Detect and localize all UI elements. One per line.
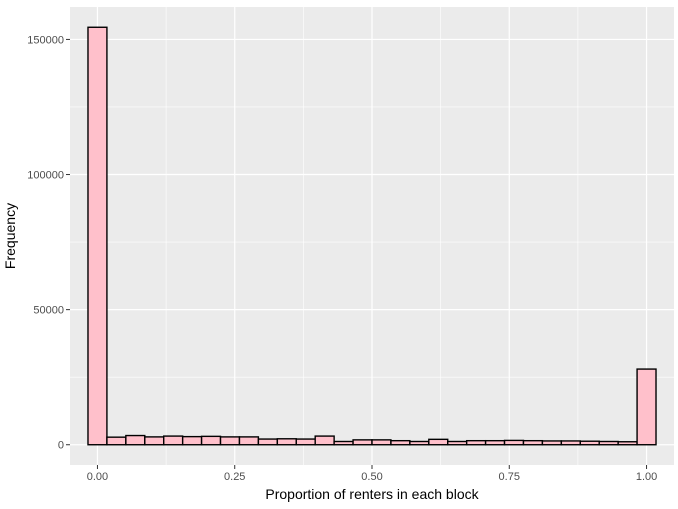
histogram-bar xyxy=(238,436,260,446)
histogram-bar xyxy=(579,440,600,446)
histogram-bar xyxy=(181,435,203,446)
histogram-bar xyxy=(636,368,657,446)
histogram-bar xyxy=(522,439,544,446)
histogram-bar xyxy=(144,436,165,446)
histogram-bar xyxy=(560,440,581,446)
histogram-bar xyxy=(125,434,146,446)
x-axis-title: Proportion of renters in each block xyxy=(265,486,479,502)
histogram-bar xyxy=(257,438,279,446)
histogram-bar xyxy=(200,435,222,446)
y-axis-title: Frequency xyxy=(2,203,18,269)
histogram-bar xyxy=(219,436,241,446)
x-tick-label: 0.25 xyxy=(224,471,245,483)
histogram-bar xyxy=(409,440,430,446)
x-tick-label: 0.50 xyxy=(361,471,382,483)
histogram-bar xyxy=(106,436,127,446)
histogram-bar xyxy=(465,439,487,446)
y-tick-label: 0 xyxy=(58,440,64,452)
bars xyxy=(87,26,657,446)
histogram-bar xyxy=(390,439,411,446)
histogram-bar xyxy=(503,439,525,446)
histogram-bar xyxy=(428,438,449,446)
y-tick-label: 100000 xyxy=(27,170,64,182)
histogram-bar xyxy=(333,440,354,446)
histogram-bar xyxy=(314,435,335,446)
histogram-bar xyxy=(371,439,392,446)
histogram-bar xyxy=(484,439,506,446)
histogram-bar xyxy=(163,435,184,446)
histogram-bar xyxy=(617,441,638,446)
histogram-bar xyxy=(447,440,468,446)
histogram-bar xyxy=(541,440,563,446)
x-axis: 0.00 0.25 0.50 0.75 1.00 xyxy=(87,465,657,483)
y-tick-label: 50000 xyxy=(33,305,64,317)
histogram-bar xyxy=(598,440,619,446)
histogram-bar xyxy=(276,438,297,446)
y-axis: 0 50000 100000 150000 xyxy=(27,34,70,452)
x-tick-label: 1.00 xyxy=(636,471,657,483)
histogram-bar xyxy=(352,439,373,446)
y-tick-label: 150000 xyxy=(27,34,64,46)
histogram-bar xyxy=(87,26,108,446)
histogram-bar xyxy=(295,438,316,446)
x-tick-label: 0.00 xyxy=(87,471,108,483)
x-tick-label: 0.75 xyxy=(499,471,520,483)
